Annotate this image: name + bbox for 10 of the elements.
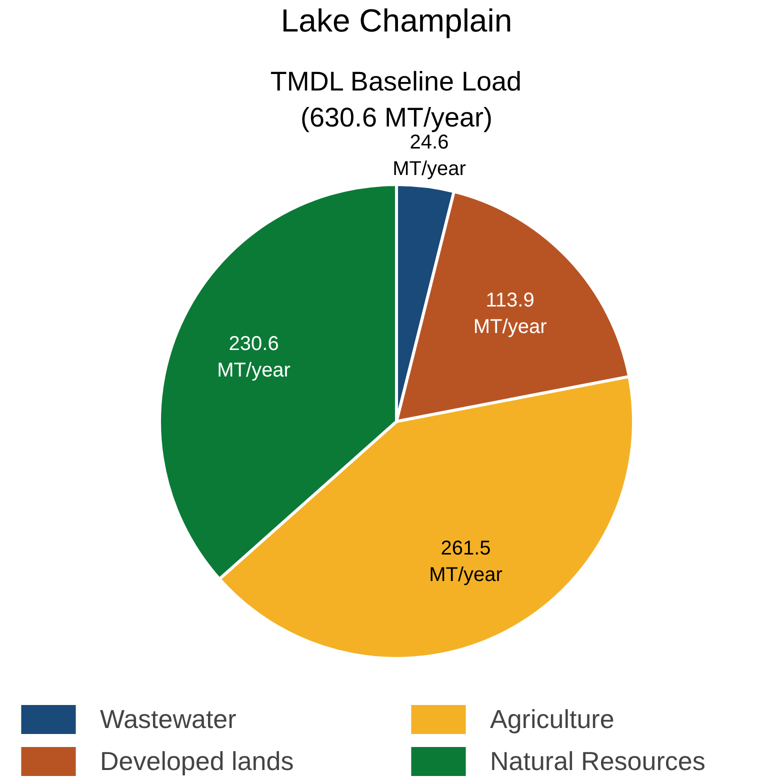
legend-label: Developed lands xyxy=(100,746,295,776)
legend-label: Agriculture xyxy=(490,704,616,734)
data-label: 113.9 MT/year xyxy=(473,290,548,338)
data-label: 24.6 MT/year xyxy=(392,132,466,180)
legend-label: Wastewater xyxy=(100,704,238,734)
legend-label: Natural Resources xyxy=(490,746,706,776)
chart-subtitle: TMDL Baseline Load (630.6 MT/year) xyxy=(270,66,522,132)
chart-title: Lake Champlain xyxy=(280,2,512,38)
data-label: 261.5 MT/year xyxy=(429,538,503,586)
data-label: 230.6 MT/year xyxy=(217,333,291,382)
